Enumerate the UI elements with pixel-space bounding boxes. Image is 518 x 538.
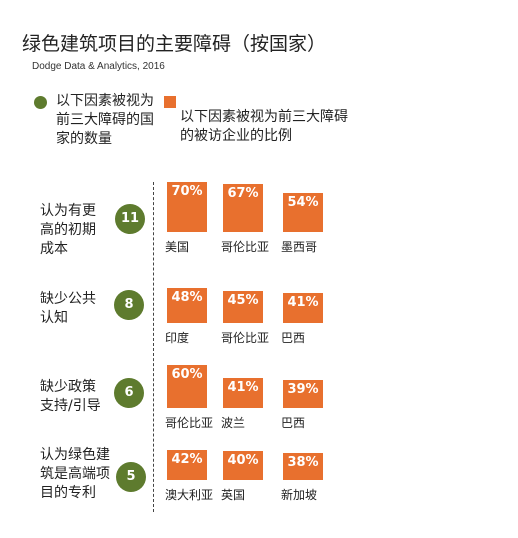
country-count-badge: 8 xyxy=(114,290,144,320)
country-label: 巴西 xyxy=(281,331,306,345)
barrier-row: 缺少政策支持/引导 6 60% 哥伦比亚 41% 波兰 39% 巴西 xyxy=(0,360,518,440)
country-label: 哥伦比亚 xyxy=(165,416,214,430)
percent-bar: 41% xyxy=(223,378,263,408)
country-label: 印度 xyxy=(165,331,190,345)
barrier-label: 认为绿色建筑是高端项目的专利 xyxy=(40,447,110,501)
legend-count-label: 以下因素被视为前三大障碍的国家的数量 xyxy=(56,93,154,147)
barrier-row: 认为绿色建筑是高端项目的专利 5 42% 澳大利亚 40% 英国 38% 新加坡 xyxy=(0,446,518,526)
percent-bar: 60% xyxy=(167,365,207,408)
percent-bar: 45% xyxy=(223,291,263,323)
percent-bar: 67% xyxy=(223,184,263,232)
barrier-label: 缺少政策支持/引导 xyxy=(40,379,101,414)
country-label: 澳大利亚 xyxy=(165,488,214,502)
divider-line xyxy=(153,182,154,512)
country-label: 墨西哥 xyxy=(281,240,318,254)
legend-percent-marker xyxy=(164,96,176,108)
country-label: 哥伦比亚 xyxy=(221,240,270,254)
percent-bar: 42% xyxy=(167,450,207,480)
percent-bar: 41% xyxy=(283,293,323,323)
chart-title: 绿色建筑项目的主要障碍（按国家） xyxy=(22,33,327,55)
country-count-badge: 6 xyxy=(114,378,144,408)
barrier-label: 认为有更高的初期成本 xyxy=(40,203,96,257)
percent-bar: 39% xyxy=(283,380,323,408)
country-label: 新加坡 xyxy=(281,488,318,502)
country-label: 哥伦比亚 xyxy=(221,331,270,345)
country-count-badge: 11 xyxy=(115,204,145,234)
barrier-row: 认为有更高的初期成本 11 70% 美国 67% 哥伦比亚 54% 墨西哥 xyxy=(0,182,518,262)
barrier-row: 缺少公共认知 8 48% 印度 45% 哥伦比亚 41% 巴西 xyxy=(0,278,518,358)
percent-bar: 48% xyxy=(167,288,207,323)
percent-bar: 70% xyxy=(167,182,207,232)
percent-bar: 40% xyxy=(223,451,263,480)
country-count-badge: 5 xyxy=(116,462,146,492)
legend-percent-label: 以下因素被视为前三大障碍的被访企业的比例 xyxy=(180,109,348,144)
legend-count-marker xyxy=(34,96,47,109)
country-label: 美国 xyxy=(165,240,190,254)
barrier-label: 缺少公共认知 xyxy=(40,291,96,326)
percent-bar: 54% xyxy=(283,193,323,232)
percent-bar: 38% xyxy=(283,453,323,480)
country-label: 英国 xyxy=(221,488,246,502)
country-label: 波兰 xyxy=(221,416,246,430)
source-note: Dodge Data & Analytics, 2016 xyxy=(32,61,165,72)
country-label: 巴西 xyxy=(281,416,306,430)
